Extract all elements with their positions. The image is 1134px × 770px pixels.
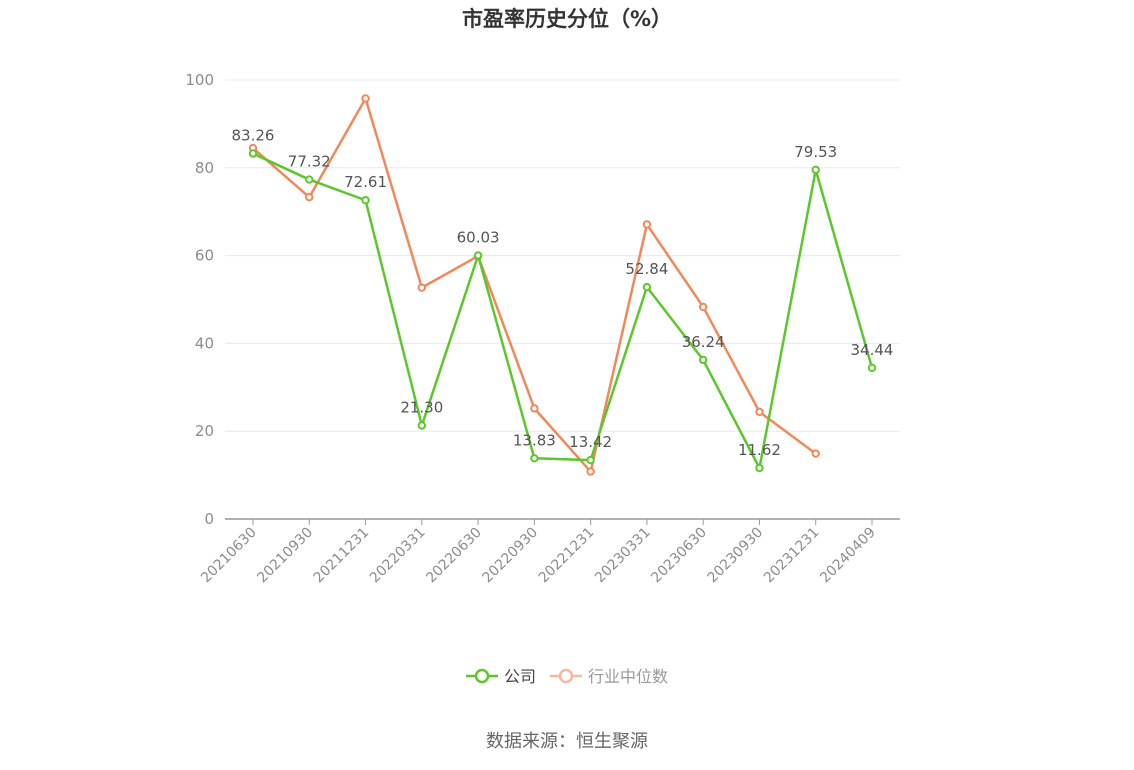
data-point-1[interactable] [755, 407, 764, 417]
axes: 0204060801002021063020210930202112312022… [185, 71, 900, 586]
data-point-0[interactable] [755, 463, 764, 473]
y-tick-label: 100 [185, 71, 214, 89]
data-label: 21.30 [400, 398, 443, 416]
y-tick-label: 40 [195, 334, 214, 352]
data-label: 79.53 [794, 143, 837, 161]
y-tick-label: 20 [195, 422, 214, 440]
data-labels: 83.26 77.32 72.61 21.30 60.03 13.83 13.42 52.84… [232, 126, 894, 458]
data-label: 11.62 [738, 441, 781, 459]
data-label: 13.42 [569, 433, 612, 451]
data-point-1[interactable] [361, 94, 370, 103]
legend-label: 行业中位数 [588, 667, 668, 686]
x-tick-label: 20240409 [817, 525, 879, 587]
legend-item-0[interactable]: 公司 [466, 667, 536, 686]
data-point-1[interactable] [417, 283, 427, 292]
x-tick-label: 20230630 [648, 525, 710, 587]
y-tick-label: 60 [195, 247, 214, 265]
data-label: 34.44 [851, 341, 894, 359]
legend-marker [474, 668, 490, 684]
x-tick-label: 20230930 [705, 525, 767, 587]
x-tick-label: 20221231 [536, 525, 598, 587]
data-point-0[interactable] [867, 363, 877, 373]
data-point-0[interactable] [698, 355, 708, 365]
data-point-1[interactable] [642, 220, 652, 229]
data-label: 36.24 [682, 333, 725, 351]
data-point-0[interactable] [642, 282, 652, 292]
data-point-1[interactable] [530, 404, 539, 413]
data-point-0[interactable] [530, 454, 539, 463]
data-label: 83.26 [232, 126, 275, 144]
data-label: 60.03 [457, 228, 500, 246]
x-tick-label: 20210630 [198, 525, 260, 587]
data-point-1[interactable] [305, 193, 314, 202]
data-point-0[interactable] [811, 165, 820, 175]
data-point-0[interactable] [361, 196, 370, 205]
data-point-0[interactable] [248, 149, 258, 158]
data-point-0[interactable] [305, 175, 314, 184]
y-tick-label: 0 [204, 510, 214, 528]
chart-title: 市盈率历史分位（%） [462, 7, 672, 31]
data-point-1[interactable] [586, 467, 595, 476]
data-label: 13.83 [513, 431, 556, 449]
x-tick-label: 20230331 [592, 525, 654, 587]
data-point-1[interactable] [698, 302, 708, 312]
series-lines [248, 94, 877, 476]
data-label: 77.32 [288, 153, 331, 171]
y-tick-label: 80 [195, 159, 214, 177]
x-tick-label: 20211231 [311, 525, 373, 587]
x-tick-label: 20220331 [367, 525, 429, 587]
legend[interactable]: 公司 行业中位数 [466, 667, 668, 686]
legend-label: 公司 [504, 667, 536, 686]
x-tick-label: 20220930 [479, 525, 541, 587]
data-point-1[interactable] [811, 449, 820, 458]
x-tick-label: 20231231 [761, 525, 823, 587]
legend-item-1[interactable]: 行业中位数 [550, 667, 668, 686]
x-tick-label: 20210930 [254, 525, 316, 587]
legend-marker [558, 668, 574, 684]
data-point-0[interactable] [473, 251, 483, 260]
data-label: 72.61 [344, 173, 387, 191]
x-tick-label: 20220630 [423, 525, 485, 587]
data-label: 52.84 [625, 260, 668, 278]
data-point-0[interactable] [417, 421, 427, 430]
data-point-0[interactable] [586, 455, 595, 465]
data-source-note: 数据来源：恒生聚源 [486, 731, 648, 752]
series-line-0 [252, 152, 874, 470]
